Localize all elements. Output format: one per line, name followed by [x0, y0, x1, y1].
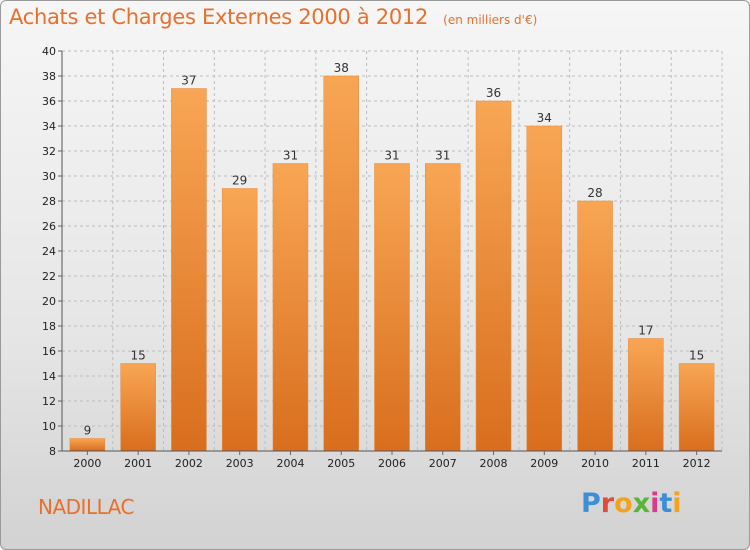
labels-layer: 9 15 37 29 31 38 31 31 36 34 28 17 15 [84, 61, 705, 438]
bar-value-label: 9 [84, 424, 92, 438]
x-tick-label: 2001 [124, 457, 152, 470]
y-tick-label: 14 [42, 370, 56, 383]
x-tick-label: 2009 [530, 457, 558, 470]
bar-value-label: 34 [537, 111, 552, 125]
bar-value-label: 37 [181, 74, 196, 88]
y-tick-label: 20 [42, 295, 56, 308]
x-tick-label: 2002 [175, 457, 203, 470]
x-tick-label: 2006 [378, 457, 406, 470]
proxiti-logo[interactable]: Proxiti [581, 488, 682, 519]
bar-2006 [374, 163, 410, 452]
y-tick-label: 28 [42, 195, 56, 208]
x-tick-label: 2005 [327, 457, 355, 470]
bar-2003 [221, 188, 258, 452]
y-tick-label: 12 [42, 395, 56, 408]
y-tick-label: 30 [42, 170, 56, 183]
y-tick-label: 38 [42, 70, 56, 83]
bar-2007 [425, 163, 461, 452]
x-tick-label: 2010 [581, 457, 609, 470]
bar-value-label: 31 [435, 149, 450, 163]
x-tick-label: 2007 [429, 457, 457, 470]
bar-2012 [678, 363, 715, 452]
y-tick-label: 34 [42, 120, 56, 133]
bar-2002 [171, 88, 207, 452]
y-tick-label: 22 [42, 270, 56, 283]
bar-value-label: 31 [283, 149, 298, 163]
x-tick-label: 2003 [226, 457, 254, 470]
y-tick-label: 8 [49, 445, 56, 458]
bar-value-label: 28 [587, 186, 602, 200]
chart-unit-label: (en milliers d'€) [443, 13, 538, 27]
y-tick-label: 16 [42, 345, 56, 358]
logo-letter: P [581, 488, 601, 519]
location-label: NADILLAC [38, 495, 134, 519]
y-tick-label: 10 [42, 420, 56, 433]
bar-2005 [323, 75, 359, 452]
bar-2011 [628, 338, 664, 452]
logo-letter: o [614, 488, 633, 519]
bar-value-label: 36 [486, 86, 501, 100]
bar-value-label: 15 [689, 349, 704, 363]
bar-2008 [475, 100, 512, 452]
logo-letter: r [600, 488, 615, 519]
x-tick-label: 2000 [73, 457, 101, 470]
bar-value-label: 38 [334, 61, 349, 75]
y-tick-label: 18 [42, 320, 56, 333]
bar-value-label: 15 [131, 349, 146, 363]
bar-2010 [577, 200, 613, 452]
bar-value-label: 31 [384, 149, 399, 163]
bar-value-label: 29 [232, 174, 247, 188]
bar-2004 [272, 163, 309, 452]
logo-letter: i [650, 488, 660, 519]
logo-letter: i [672, 488, 682, 519]
bar-2001 [120, 363, 156, 452]
y-tick-label: 32 [42, 145, 56, 158]
x-tick-label: 2012 [683, 457, 711, 470]
chart-title: Achats et Charges Externes 2000 à 2012 [9, 5, 429, 29]
x-tick-label: 2008 [480, 457, 508, 470]
bar-2009 [526, 125, 563, 452]
title-row: Achats et Charges Externes 2000 à 2012 (… [9, 5, 537, 29]
x-tick-label: 2004 [276, 457, 304, 470]
x-tick-label: 2011 [632, 457, 660, 470]
bar-2000 [69, 438, 106, 452]
y-tick-label: 24 [42, 245, 56, 258]
axis-layer: 8 10 12 14 16 18 20 22 24 26 28 30 32 34 36 38 40 2000 200… [42, 45, 722, 470]
bars-layer [69, 75, 715, 452]
y-tick-label: 36 [42, 95, 56, 108]
logo-letter: t [659, 488, 673, 519]
y-tick-label: 40 [42, 45, 56, 58]
logo-letter: x [632, 488, 651, 519]
y-tick-label: 26 [42, 220, 56, 233]
bar-value-label: 17 [638, 324, 653, 338]
